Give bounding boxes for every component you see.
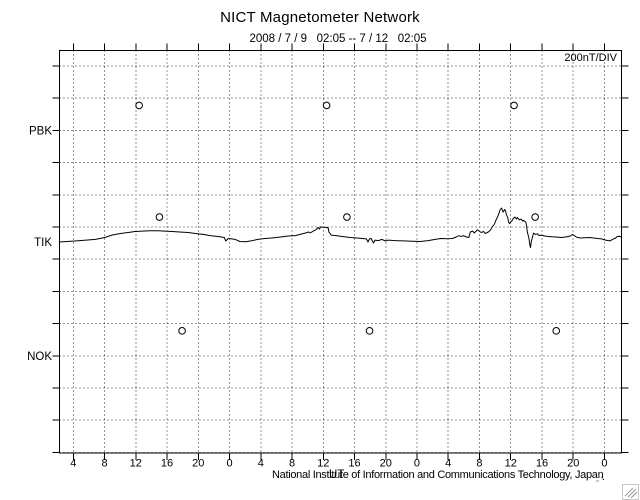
page-title: NICT Magnetometer Network [220,9,420,26]
date-range-subtitle: 2008 / 7 / 9 02:05 -- 7 / 12 02:05 [249,33,427,45]
fine-print: ‚‚‚ ″▪ [596,477,605,483]
x-tick-label: 8 [101,458,107,470]
station-label-pbk: PBK [29,125,52,137]
x-axis-unit-label: UT [329,469,345,481]
x-tick-label: 16 [161,458,173,470]
x-tick-label: 12 [317,458,329,470]
x-tick-label: 0 [226,458,232,470]
station-label-nok: NOK [27,351,52,363]
daily-marker-circle-nok [178,327,186,335]
x-tick-label: 4 [258,458,264,470]
resize-grip-icon[interactable] [622,484,639,500]
x-tick-label: 20 [192,458,204,470]
x-tick-label: 20 [380,458,392,470]
x-tick-label: 20 [567,458,579,470]
daily-marker-circle-pbk [510,101,518,110]
x-tick-label: 12 [130,458,142,470]
x-tick-label: 0 [601,458,607,470]
x-tick-label: 16 [348,458,360,470]
x-tick-label: 0 [414,458,420,470]
plot-border [58,50,623,454]
trace-tik [58,207,622,248]
daily-marker-circle-tik [343,213,351,221]
x-tick-label: 4 [445,458,451,470]
x-tick-label: 12 [505,458,517,470]
x-tick-label: 4 [70,458,76,470]
institute-credit: National Institute of Information and Co… [272,469,604,481]
daily-marker-circle-tik [531,213,539,221]
x-tick-label: 8 [289,458,295,470]
x-tick-label: 8 [476,458,482,470]
daily-marker-circle-pbk [135,101,143,110]
daily-marker-circle-tik [155,213,164,221]
station-label-tik: TIK [34,237,52,249]
daily-marker-circle-nok [552,327,561,335]
scale-per-division-label: 200nT/DIV [564,52,617,64]
daily-marker-circle-pbk [322,101,331,110]
x-tick-label: 16 [536,458,548,470]
daily-marker-circle-nok [365,327,374,335]
